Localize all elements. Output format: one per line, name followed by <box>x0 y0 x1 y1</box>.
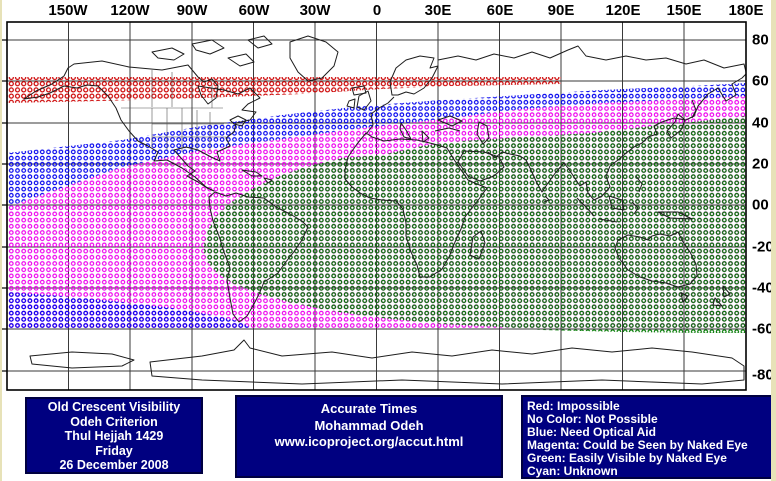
legend-red: Red: Impossible <box>527 399 620 413</box>
legend-cyan: Cyan: Unknown <box>527 464 618 478</box>
legend-magenta: Magenta: Could be Seen by Naked Eye <box>527 438 748 452</box>
map-frame <box>6 21 747 391</box>
legend-green: Green: Easily Visible by Naked Eye <box>527 451 727 465</box>
great-lakes <box>229 115 247 127</box>
credit-box: Accurate Times Mohammad Odeh www.icoproj… <box>235 395 503 478</box>
lon-label-90e: 90E <box>547 2 575 19</box>
legend-blue: Blue: Need Optical Aid <box>527 425 656 439</box>
zone-red-impossible <box>7 77 561 103</box>
info-box-weekday: Friday <box>95 443 133 458</box>
lat-label-40: 40 <box>752 114 769 132</box>
visibility-zones <box>7 77 746 333</box>
lon-label-120w: 120W <box>110 2 150 19</box>
state-borders <box>121 70 226 152</box>
lon-label-60w: 60W <box>238 2 270 19</box>
lat-label-m60: -60 <box>752 320 774 338</box>
australia-outline <box>614 231 698 288</box>
lat-label-20: 20 <box>752 155 769 173</box>
lon-label-90w: 90W <box>176 2 208 19</box>
lon-label-30e: 30E <box>424 2 452 19</box>
info-box: Old Crescent Visibility Odeh Criterion T… <box>25 397 203 474</box>
info-box-title: Old Crescent Visibility <box>47 400 181 414</box>
lon-label-0: 0 <box>372 2 382 19</box>
legend-box: Red: Impossible No Color: Not Possible B… <box>521 395 771 479</box>
lat-label-m80: -80 <box>752 366 774 384</box>
antarctica-outline <box>149 339 745 385</box>
lon-label-180e: 180E <box>728 2 764 19</box>
coastlines <box>23 35 747 385</box>
zone-green-easily-visible <box>204 116 746 333</box>
credit-url: www.icoproject.org/accut.html <box>274 434 464 449</box>
credit-app-name: Accurate Times <box>320 401 418 416</box>
credit-author: Mohammad Odeh <box>314 417 424 433</box>
lat-label-80: 80 <box>752 31 769 49</box>
lat-label-m40: -40 <box>752 279 774 297</box>
info-box-criterion: Odeh Criterion <box>70 414 158 429</box>
info-box-hijri-date: Thul Hejjah 1429 <box>64 429 164 444</box>
lat-label-m20: -20 <box>752 238 774 256</box>
lon-label-30w: 30W <box>299 2 331 19</box>
lat-label-60: 60 <box>752 72 769 90</box>
lon-label-150e: 150E <box>666 2 702 19</box>
madagascar-outline <box>469 230 486 260</box>
info-box-date: 26 December 2008 <box>59 458 169 473</box>
lon-label-120e: 120E <box>605 2 641 19</box>
zone-blue-optical-aid-north <box>7 83 746 207</box>
legend-no-color: No Color: Not Possible <box>527 412 658 426</box>
zone-blue-optical-aid-southwest <box>7 292 252 329</box>
lon-label-60e: 60E <box>486 2 514 19</box>
lat-label-00: 00 <box>752 196 769 214</box>
greenland-outline <box>289 35 339 82</box>
visibility-map <box>2 21 747 391</box>
axis-ticks <box>2 39 7 372</box>
lon-label-150w: 150W <box>48 2 88 19</box>
